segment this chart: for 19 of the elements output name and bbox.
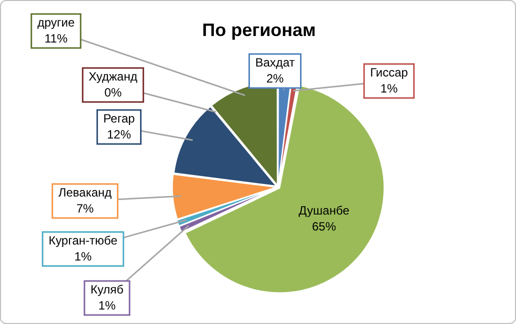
slice-label: Курган-тюбе [48, 233, 118, 248]
slice-label: Гиссар [370, 65, 408, 80]
slice-label: другие [37, 15, 75, 30]
data-label: 1% [380, 81, 398, 96]
slice-label: Вахдат [255, 55, 296, 70]
data-label: 1% [98, 298, 116, 312]
slice-label: Куляб [90, 282, 124, 296]
data-label: 2% [266, 71, 284, 86]
slice-label: Регар [103, 111, 136, 126]
data-label: 65% [312, 219, 336, 234]
slice-label: Леваканд [58, 185, 112, 200]
data-label: 7% [76, 201, 94, 216]
data-label: 11% [44, 31, 68, 46]
data-label: 1% [74, 249, 92, 264]
category-label: Худжанд [88, 69, 138, 84]
slice-label: Душанбе [298, 203, 350, 218]
data-label: 12% [106, 127, 132, 142]
text: 0% [104, 85, 122, 100]
chart-title: По регионам [202, 20, 316, 40]
